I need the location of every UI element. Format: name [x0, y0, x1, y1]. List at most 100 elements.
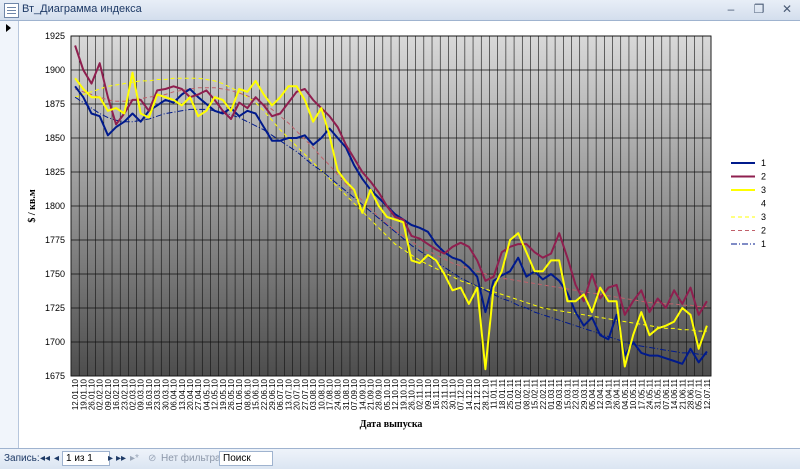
x-tick-label: 27.04.10: [194, 378, 203, 410]
first-record-button[interactable]: ◂◂: [40, 453, 51, 464]
y-tick-label: 1775: [45, 235, 65, 245]
x-tick-label: 20.04.10: [186, 378, 195, 410]
filter-icon: ⊘: [148, 453, 157, 464]
x-tick-label: 22.03.11: [572, 378, 581, 409]
window-title: Вт_Диаграмма индекса: [22, 3, 142, 15]
x-tick-label: 02.03.10: [129, 378, 138, 410]
y-tick-label: 1800: [45, 201, 65, 211]
y-axis-label: $ / кв.м: [27, 189, 38, 222]
chart-area: 1675 1700 1725 1750 1775 1800 1825 1850 1875 1900…: [19, 21, 800, 448]
legend-label: 2: [761, 172, 766, 182]
new-record-button[interactable]: ▸*: [130, 453, 139, 464]
x-tick-label: 12.04.11: [596, 378, 605, 409]
x-tick-label: 28.12.10: [481, 378, 490, 410]
x-tick-label: 06.04.10: [170, 378, 179, 410]
record-position-field[interactable]: 1 из 1: [62, 451, 110, 466]
x-tick-label: 03.08.10: [309, 378, 318, 410]
legend-label: 4: [761, 199, 766, 209]
x-tick-label: 22.02.11: [539, 378, 548, 409]
x-tick-label: 07.12.10: [457, 378, 466, 410]
x-tick-label: 31.05.11: [654, 378, 663, 409]
restore-button[interactable]: ❐: [753, 2, 765, 16]
x-tick-label: 26.04.11: [613, 378, 622, 409]
x-tick-label: 23.02.10: [120, 378, 129, 410]
x-tick-label: 13.07.10: [284, 378, 293, 410]
x-tick-label: 05.10.10: [383, 378, 392, 410]
close-button[interactable]: ✕: [781, 2, 793, 16]
y-tick-label: 1875: [45, 99, 65, 109]
x-tick-label: 08.06.10: [243, 378, 252, 410]
x-tick-label: 01.03.11: [547, 378, 556, 409]
series-line-dashed-3: [74, 77, 707, 332]
x-tick-label: 16.11.10: [432, 378, 441, 409]
x-tick-label: 17.05.11: [637, 378, 646, 409]
prev-record-button[interactable]: ◂: [54, 453, 60, 464]
x-tick-label: 29.06.10: [268, 378, 277, 410]
y-tick-label: 1675: [45, 371, 65, 381]
x-tick-label: 19.01.10: [79, 378, 88, 410]
x-tick-label: 19.10.10: [399, 378, 408, 410]
x-tick-label: 02.11.10: [416, 378, 425, 409]
current-record-arrow-icon: [6, 24, 11, 32]
x-tick-label: 04.05.11: [621, 378, 630, 409]
x-tick-label: 15.03.11: [563, 378, 572, 409]
x-tick-label: 01.06.10: [235, 378, 244, 410]
record-navigation-bar: Запись: ◂◂ ◂ 1 из 1 ▸ ▸▸ ▸* ⊘ Нет фильтр…: [0, 448, 800, 469]
x-tick-label: 11.01.11: [490, 378, 499, 409]
x-tick-label: 21.09.10: [366, 378, 375, 410]
x-tick-label: 22.06.10: [260, 378, 269, 410]
x-tick-label: 29.03.11: [580, 378, 589, 409]
x-tick-label: 09.02.10: [104, 378, 113, 410]
record-label: Запись:: [4, 453, 40, 464]
x-tick-label: 09.03.11: [555, 378, 564, 409]
record-selector[interactable]: [0, 21, 19, 448]
legend-label: 1: [761, 158, 766, 168]
x-tick-label: 17.08.10: [325, 378, 334, 410]
legend-label: 3: [761, 185, 766, 195]
x-tick-label: 08.02.11: [522, 378, 531, 409]
last-record-button[interactable]: ▸▸: [116, 453, 127, 464]
search-field[interactable]: Поиск: [219, 451, 273, 466]
y-tick-label: 1700: [45, 337, 65, 347]
x-tick-label: 30.03.10: [161, 378, 170, 410]
x-tick-label: 12.05.10: [211, 378, 220, 410]
x-tick-label: 20.07.10: [293, 378, 302, 410]
line-chart: 1675 1700 1725 1750 1775 1800 1825 1850 1875 1900…: [27, 31, 766, 430]
y-tick-label: 1925: [45, 31, 65, 41]
series-line-solid-2: [74, 45, 708, 316]
x-tick-label: 28.09.10: [375, 378, 384, 410]
y-tick-label: 1725: [45, 303, 65, 313]
x-tick-label: 04.05.10: [202, 378, 211, 410]
x-tick-label: 16.02.10: [112, 378, 121, 410]
x-tick-label: 05.07.11: [695, 378, 704, 409]
x-tick-label: 14.09.10: [358, 378, 367, 410]
x-tick-label: 09.03.10: [137, 378, 146, 410]
x-tick-label: 13.04.10: [178, 378, 187, 410]
x-tick-label: 07.09.10: [350, 378, 359, 410]
x-tick-label: 12.01.10: [71, 378, 80, 410]
x-tick-label: 10.08.10: [317, 378, 326, 410]
series-line-solid-3: [74, 71, 708, 371]
filter-status[interactable]: Нет фильтра: [161, 453, 221, 464]
form-icon: [4, 3, 19, 18]
legend-label: 1: [761, 239, 766, 249]
x-tick-label: 19.05.10: [219, 378, 228, 410]
x-tick-label: 21.12.10: [473, 378, 482, 410]
x-tick-label: 01.02.11: [514, 378, 523, 409]
y-tick-label: 1900: [45, 65, 65, 75]
x-tick-label: 24.05.11: [645, 378, 654, 409]
y-tick-label: 1825: [45, 167, 65, 177]
x-tick-label: 14.12.10: [465, 378, 474, 410]
x-tick-label: 06.07.10: [276, 378, 285, 410]
x-tick-label: 21.06.11: [678, 378, 687, 409]
series-line-dashed-2: [74, 87, 707, 308]
x-tick-label: 19.04.11: [604, 378, 613, 409]
series-line-dashdot-1: [74, 96, 707, 355]
minimize-button[interactable]: –: [727, 2, 735, 16]
x-tick-label: 16.03.10: [145, 378, 154, 410]
x-tick-label: 15.06.10: [252, 378, 261, 410]
next-record-button[interactable]: ▸: [108, 453, 114, 464]
legend-label: 2: [761, 226, 766, 236]
x-tick-label: 14.06.11: [670, 378, 679, 409]
x-tick-label: 12.07.11: [703, 378, 712, 409]
